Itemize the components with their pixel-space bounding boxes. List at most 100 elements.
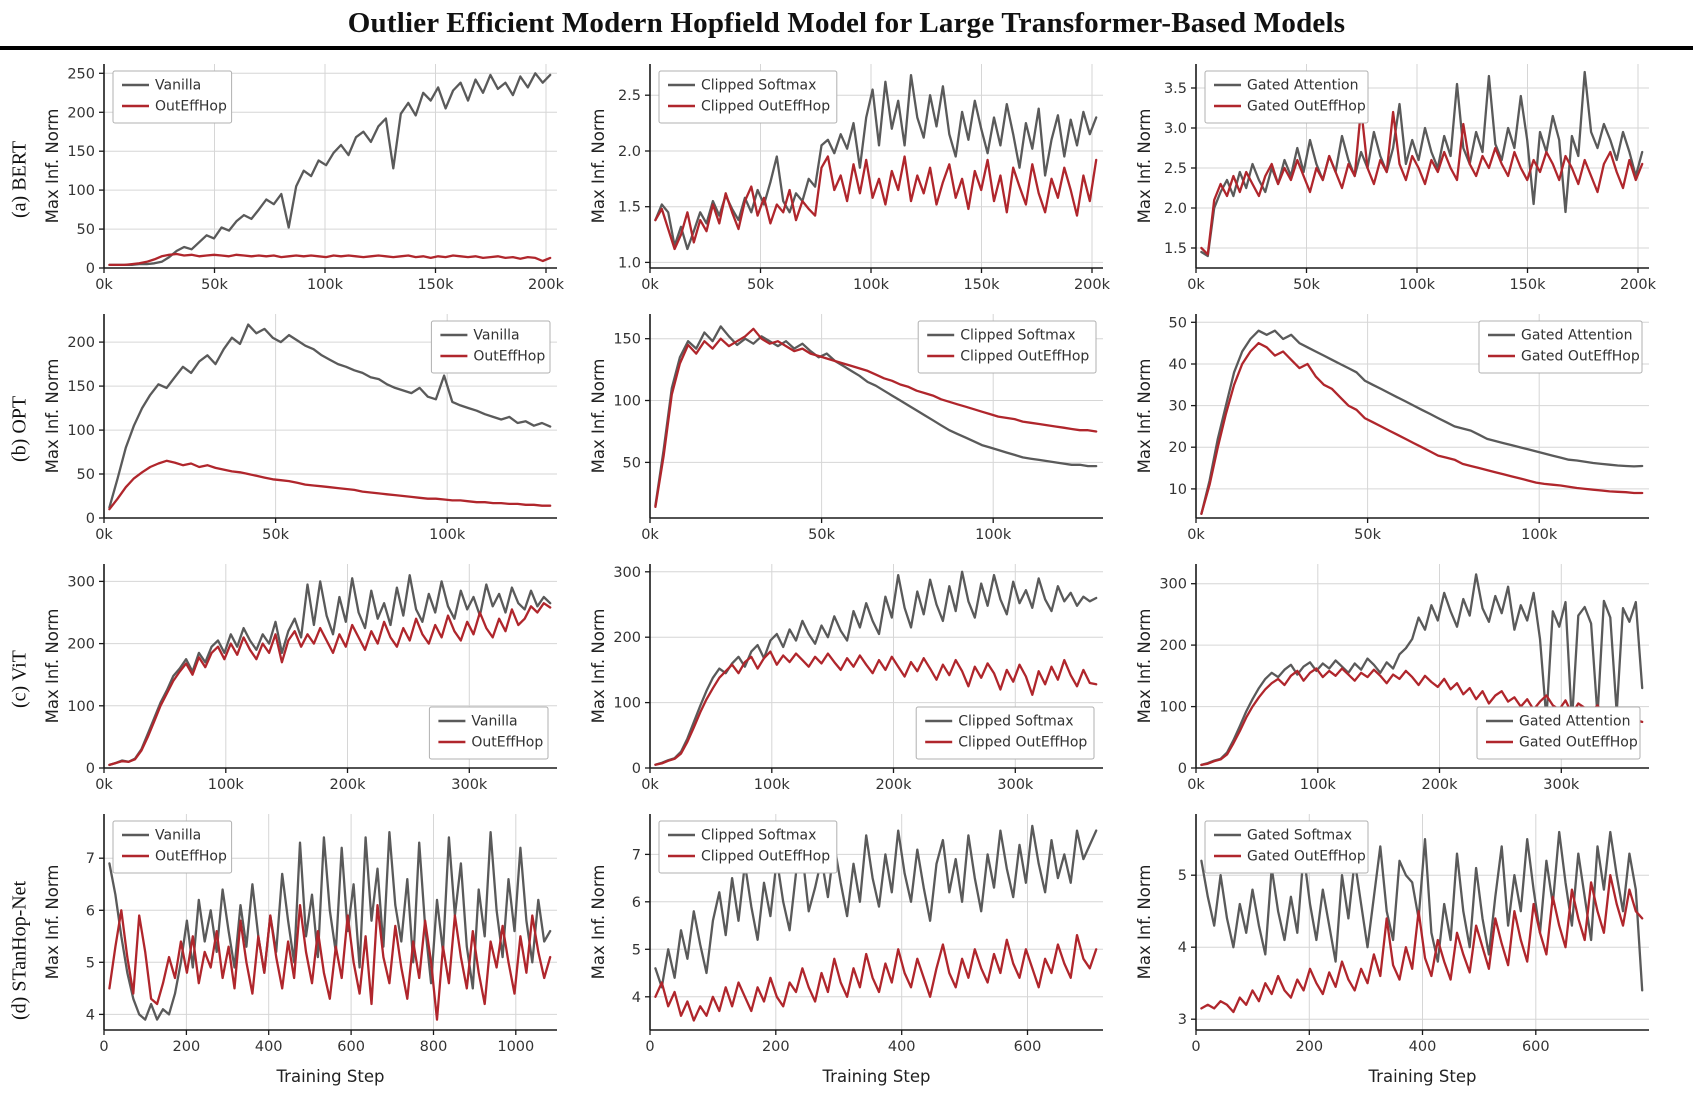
y-tick-label: 4 xyxy=(632,990,641,1006)
series-line-gray xyxy=(1200,329,1644,515)
y-tick-label: 6 xyxy=(86,903,95,919)
chart-opt-gated: 0k 50k 100k 10 20 30 40 50 Max Inf. Norm Gated At… xyxy=(1132,304,1678,554)
y-axis-label: Max Inf. Norm xyxy=(589,609,608,724)
x-tick-label: 0k xyxy=(641,777,659,793)
series-line-gray xyxy=(108,323,552,509)
series-line-red xyxy=(654,327,1098,509)
y-tick-label: 100 xyxy=(67,699,95,715)
legend-box xyxy=(915,706,1095,760)
y-tick-label: 7 xyxy=(632,847,641,863)
y-axis-label: Max Inf. Norm xyxy=(1135,109,1154,224)
chart-bert-clipped: 0k 50k 100k 150k 200k 1.0 1.5 2.0 2.5 Max Inf. No… xyxy=(586,54,1132,304)
series-line-gray xyxy=(1200,830,1644,992)
x-tick-label: 100k xyxy=(429,527,466,543)
x-tick-label: 0 xyxy=(99,1039,108,1055)
x-tick-label: 300k xyxy=(1543,777,1580,793)
legend: Gated Attention Gated OutEffHop xyxy=(1204,70,1369,124)
legend-label: Vanilla xyxy=(155,828,201,844)
series-line-red xyxy=(654,933,1098,1022)
legend: Gated Softmax Gated OutEffHop xyxy=(1204,820,1369,874)
y-axis-label: Max Inf. Norm xyxy=(1135,865,1154,980)
legend: Gated Attention Gated OutEffHop xyxy=(1478,320,1643,374)
chart-bert-vanilla: 0k 50k 100k 150k 200k 0 50 100 150 200 250 Max Inf.… xyxy=(40,54,586,304)
y-tick-label: 0 xyxy=(632,761,641,777)
x-axis-label: Training Step xyxy=(276,1067,385,1086)
y-tick-label: 2.5 xyxy=(618,88,641,104)
y-tick-label: 5 xyxy=(1178,868,1187,884)
y-tick-label: 3.0 xyxy=(1164,121,1187,137)
legend-label: Gated Softmax xyxy=(1247,828,1352,844)
x-tick-label: 200k xyxy=(1620,277,1657,293)
y-tick-label: 300 xyxy=(613,565,641,581)
chart-vit-gated: 0k 100k 200k 300k 0 100 200 300 Max Inf. Norm Gat… xyxy=(1132,554,1678,804)
row-label-vit: (c) ViT xyxy=(8,650,31,708)
y-tick-label: 1.5 xyxy=(618,200,641,216)
x-tick-label: 100k xyxy=(853,277,890,293)
legend-label: OutEffHop xyxy=(155,99,227,115)
y-tick-label: 300 xyxy=(67,574,95,590)
y-axis-label: Max Inf. Norm xyxy=(589,109,608,224)
legend-box xyxy=(1478,320,1643,374)
row-label-opt: (b) OPT xyxy=(8,395,31,463)
legend-label: Clipped Softmax xyxy=(958,714,1073,730)
y-tick-label: 4 xyxy=(86,1007,95,1023)
x-tick-label: 0k xyxy=(1187,277,1205,293)
x-tick-label: 150k xyxy=(1509,277,1546,293)
x-tick-label: 800 xyxy=(420,1039,448,1055)
y-tick-label: 3.5 xyxy=(1164,81,1187,97)
series-line-red xyxy=(1200,106,1644,256)
y-tick-label: 2.0 xyxy=(618,144,641,160)
y-tick-label: 100 xyxy=(613,696,641,712)
legend-label: Gated Attention xyxy=(1521,328,1632,344)
x-tick-label: 0k xyxy=(1187,777,1205,793)
legend: Vanilla OutEffHop xyxy=(112,70,233,124)
y-tick-label: 50 xyxy=(1169,315,1187,331)
y-tick-label: 0 xyxy=(86,761,95,777)
x-tick-label: 600 xyxy=(1014,1039,1042,1055)
x-tick-label: 150k xyxy=(963,277,1000,293)
row-label-stanhop: (d) STanHop-Net xyxy=(8,880,31,1020)
y-axis-label: Max Inf. Norm xyxy=(43,359,62,474)
legend: Clipped Softmax Clipped OutEffHop xyxy=(658,820,838,874)
x-axis-label: Training Step xyxy=(822,1067,931,1086)
x-tick-label: 50k xyxy=(262,527,289,543)
y-tick-label: 250 xyxy=(67,66,95,82)
x-tick-label: 200k xyxy=(875,777,912,793)
x-tick-label: 100k xyxy=(208,777,245,793)
y-axis-label: Max Inf. Norm xyxy=(43,609,62,724)
x-tick-label: 50k xyxy=(747,277,774,293)
y-tick-label: 100 xyxy=(1159,700,1187,716)
row-stanhop: (d) STanHop-Net 0 200 400 600 800 1000 4 5 6 7 Max… xyxy=(0,804,1693,1096)
x-tick-label: 50k xyxy=(808,527,835,543)
y-tick-label: 4 xyxy=(1178,940,1187,956)
legend-label: Clipped OutEffHop xyxy=(701,849,830,865)
x-tick-label: 300k xyxy=(997,777,1034,793)
y-tick-label: 3 xyxy=(1178,1012,1187,1028)
x-tick-label: 0k xyxy=(95,777,113,793)
x-tick-label: 400 xyxy=(1409,1039,1437,1055)
x-tick-label: 200k xyxy=(1421,777,1458,793)
series-line-gray xyxy=(654,325,1098,507)
series-line-gray xyxy=(654,824,1098,989)
x-axis-label: Training Step xyxy=(1368,1067,1477,1086)
x-tick-label: 200 xyxy=(173,1039,201,1055)
line-chart-svg: 0k 100k 200k 300k 0 100 200 300 Max Inf. Norm Cli… xyxy=(589,564,1103,793)
chart-stanhop-vanilla: 0 200 400 600 800 1000 4 5 6 7 Max Inf. Norm Traini… xyxy=(40,804,586,1096)
legend: Clipped Softmax Clipped OutEffHop xyxy=(917,320,1097,374)
y-tick-label: 40 xyxy=(1169,357,1187,373)
y-tick-label: 0 xyxy=(1178,761,1187,777)
row-bert: (a) BERT 0k 50k 100k 150k 200k 0 50 100 150 200 25… xyxy=(0,54,1693,304)
y-tick-label: 200 xyxy=(1159,638,1187,654)
legend: Clipped Softmax Clipped OutEffHop xyxy=(658,70,838,124)
x-tick-label: 100k xyxy=(975,527,1012,543)
series-line-red xyxy=(108,459,552,511)
y-tick-label: 30 xyxy=(1169,399,1187,415)
y-tick-label: 200 xyxy=(67,637,95,653)
x-tick-label: 100k xyxy=(754,777,791,793)
legend: Clipped Softmax Clipped OutEffHop xyxy=(915,706,1095,760)
x-tick-label: 0k xyxy=(641,527,659,543)
y-tick-label: 100 xyxy=(67,423,95,439)
y-tick-label: 2.0 xyxy=(1164,201,1187,217)
legend-label: Gated Attention xyxy=(1247,78,1358,94)
legend-label: Clipped Softmax xyxy=(701,78,816,94)
